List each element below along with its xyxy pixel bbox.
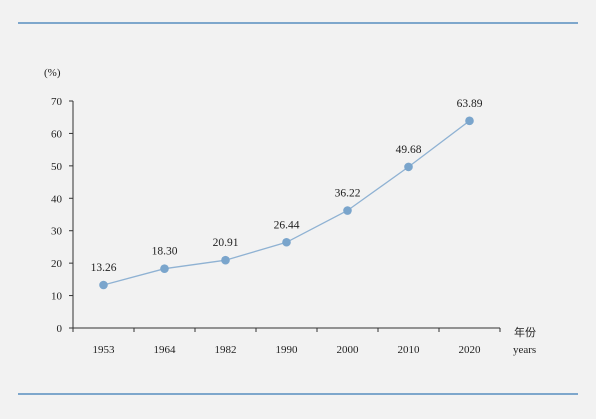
data-point-1964 <box>160 264 169 273</box>
data-point-1982 <box>221 255 230 265</box>
y-axis-unit: (%) <box>44 67 61 79</box>
x-tick-label: 1953 <box>93 344 116 356</box>
data-label-2010: 49.68 <box>396 144 422 156</box>
bottom-rule <box>18 393 578 395</box>
x-tick-label: 2000 <box>337 344 360 356</box>
y-tick-label: 70 <box>51 96 63 108</box>
data-label-1982: 20.91 <box>213 237 239 249</box>
axes <box>72 101 500 329</box>
y-tick-label: 10 <box>51 291 63 303</box>
data-label-2000: 36.22 <box>335 188 361 200</box>
series <box>99 116 474 290</box>
x-tick-label: 2020 <box>459 344 482 356</box>
y-tick-label: 60 <box>51 128 63 140</box>
top-rule <box>18 22 578 24</box>
data-point-1990 <box>282 237 291 247</box>
data-label-1964: 18.30 <box>152 246 178 258</box>
y-tick-label: 50 <box>51 161 63 173</box>
x-tick-label: 1990 <box>276 344 299 356</box>
x-ticks: 1953 1964 1982 1990 2000 2010 2020 <box>72 328 501 356</box>
y-tick-label: 40 <box>51 193 63 205</box>
y-tick-label: 0 <box>57 323 63 335</box>
data-label-1990: 26.44 <box>274 219 300 231</box>
y-ticks: 0 10 20 30 40 50 60 70 <box>51 96 73 335</box>
x-axis-unit-en: years <box>513 344 536 356</box>
y-tick-label: 20 <box>51 258 63 270</box>
x-axis-unit-cn: 年份 <box>514 325 536 339</box>
data-point-1953 <box>99 280 108 290</box>
data-label-1953: 13.26 <box>91 262 117 274</box>
x-tick-label: 2010 <box>398 344 421 356</box>
data-point-2000 <box>343 206 352 215</box>
data-label-2020: 63.89 <box>457 98 483 110</box>
data-labels: 13.26 18.30 20.91 26.44 36.22 49.68 63.89 <box>91 98 483 274</box>
x-tick-label: 1964 <box>154 344 177 356</box>
x-tick-label: 1982 <box>215 344 237 356</box>
y-tick-label: 30 <box>51 226 63 238</box>
data-point-2010 <box>404 162 413 172</box>
data-point-2020 <box>465 116 474 126</box>
